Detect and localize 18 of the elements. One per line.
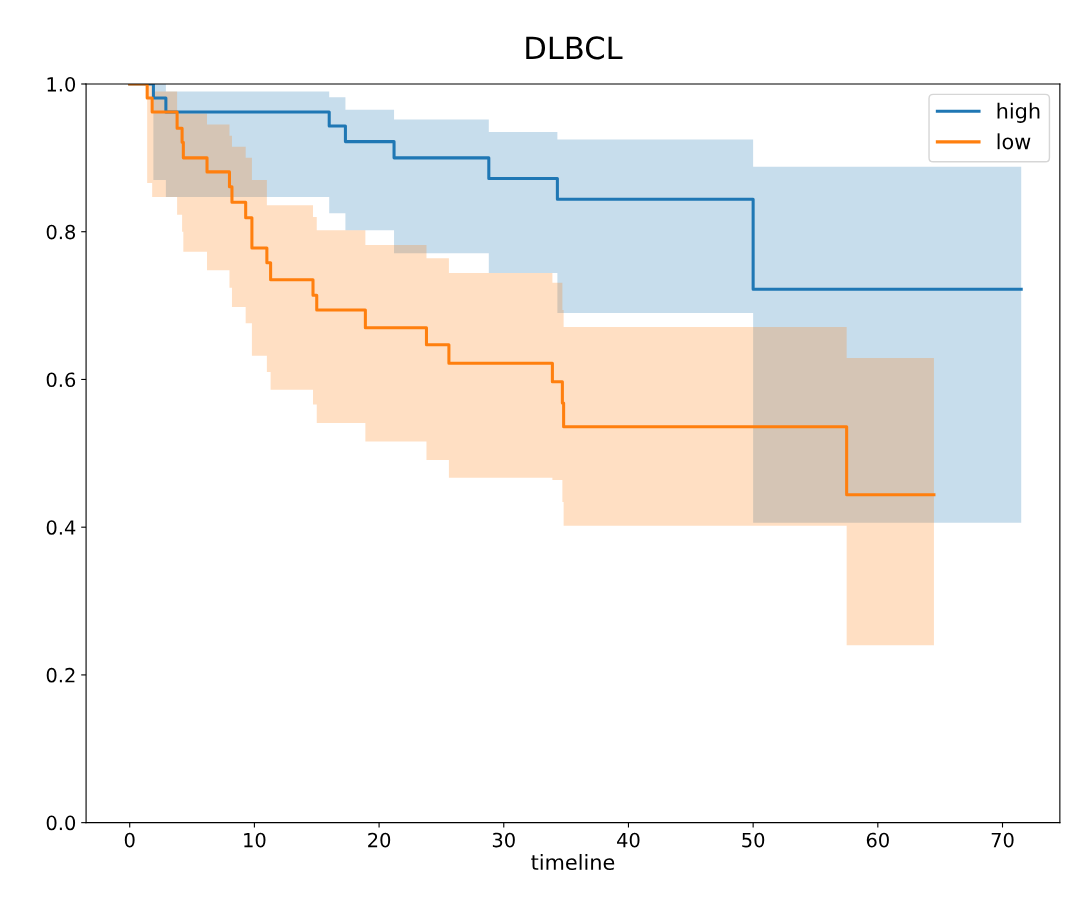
x-tick-label: 30 — [492, 832, 515, 848]
x-tick-label: 20 — [368, 832, 391, 848]
y-tick-label: 0.4 — [46, 520, 76, 535]
x-tick-label: 60 — [866, 832, 889, 848]
legend-label: low — [997, 133, 1031, 150]
y-tick-label: 0.2 — [46, 667, 75, 683]
legend-label: high — [997, 102, 1040, 123]
x-tick-label: 0 — [124, 832, 135, 848]
x-tick-label: 10 — [244, 832, 266, 848]
x-tick-label: 70 — [991, 832, 1014, 848]
y-tick-label: 0.8 — [46, 224, 76, 240]
y-tick-label: 1.0 — [47, 76, 76, 92]
chart-title: DLBCL — [526, 36, 623, 60]
x-tick-label: 40 — [617, 832, 640, 848]
x-axis-title: timeline — [531, 853, 615, 871]
y-tick-label: 0.0 — [46, 815, 76, 831]
x-tick-label: 50 — [742, 832, 765, 848]
y-tick-label: 0.6 — [46, 372, 76, 388]
